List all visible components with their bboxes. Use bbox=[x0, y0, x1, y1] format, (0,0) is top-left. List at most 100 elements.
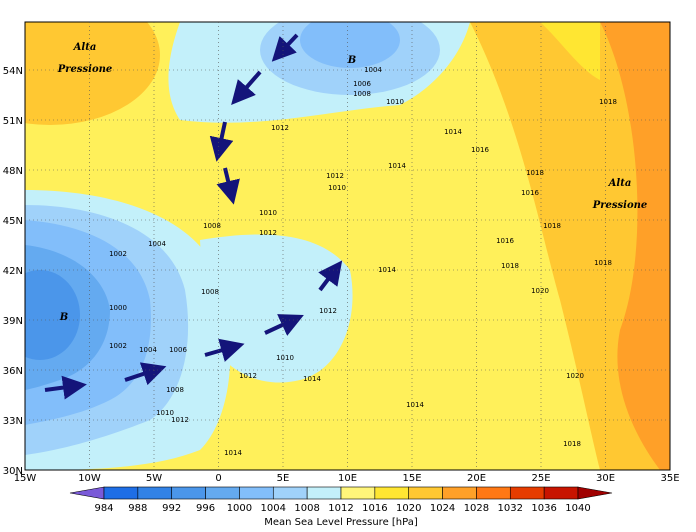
isobar-label: 1020 bbox=[566, 372, 584, 380]
lon-tick-label: 5E bbox=[277, 473, 290, 484]
isobar-label: 1012 bbox=[171, 416, 189, 424]
colorbar-label: 1012 bbox=[328, 503, 353, 514]
lat-tick-label: 48N bbox=[3, 166, 23, 177]
colorbar-end bbox=[577, 486, 613, 500]
isobar-label: 1020 bbox=[531, 287, 549, 295]
isobar-label: 1018 bbox=[594, 259, 612, 267]
colorbar-label: 988 bbox=[128, 503, 147, 514]
annotation: B bbox=[347, 55, 356, 66]
lon-tick-label: 15W bbox=[14, 473, 37, 484]
lon-tick-label: 15E bbox=[402, 473, 421, 484]
isobar-label: 1012 bbox=[259, 229, 277, 237]
colorbar-bin bbox=[509, 486, 545, 500]
isobar-label: 1008 bbox=[201, 288, 219, 296]
colorbar-label: 996 bbox=[196, 503, 215, 514]
isobar-label: 1004 bbox=[139, 346, 157, 354]
lat-tick-label: 33N bbox=[3, 416, 23, 427]
isobar-label: 1016 bbox=[521, 189, 539, 197]
lat-tick-label: 54N bbox=[3, 66, 23, 77]
isobar-label: 1016 bbox=[496, 237, 514, 245]
isobar-label: 1018 bbox=[543, 222, 561, 230]
colorbar-bin bbox=[239, 486, 274, 500]
isobar-label: 1006 bbox=[353, 80, 371, 88]
isobar-label: 1014 bbox=[303, 375, 321, 383]
annotation: Pressione bbox=[592, 200, 648, 211]
pressure-field bbox=[25, 22, 670, 470]
lat-tick-label: 45N bbox=[3, 216, 23, 227]
lon-tick-label: 30E bbox=[596, 473, 615, 484]
annotation: Alta bbox=[608, 178, 632, 189]
colorbar-bin bbox=[476, 486, 511, 500]
colorbar-end bbox=[69, 486, 105, 500]
isobar-label: 1016 bbox=[471, 146, 489, 154]
isobar-label: 1012 bbox=[319, 307, 337, 315]
colorbar-label: 1000 bbox=[227, 503, 252, 514]
lon-tick-label: 0 bbox=[215, 473, 221, 484]
isobar-label: 1014 bbox=[388, 162, 406, 170]
isobar-label: 1006 bbox=[169, 346, 187, 354]
colorbar-bin bbox=[543, 486, 579, 500]
isobar-label: 1012 bbox=[326, 172, 344, 180]
isobar-label: 1018 bbox=[501, 262, 519, 270]
colorbar-label: 1040 bbox=[565, 503, 590, 514]
colorbar-label: 1028 bbox=[464, 503, 489, 514]
isobar-label: 1014 bbox=[378, 266, 396, 274]
isobar-label: 1008 bbox=[203, 222, 221, 230]
colorbar-bin bbox=[137, 486, 173, 500]
annotation: B bbox=[59, 312, 68, 323]
lat-tick-label: 39N bbox=[3, 316, 23, 327]
colorbar-label: 1036 bbox=[531, 503, 556, 514]
colorbar-label: 1004 bbox=[261, 503, 286, 514]
isobar-label: 1018 bbox=[599, 98, 617, 106]
annotation: Alta bbox=[73, 42, 97, 53]
colorbar-label: 1032 bbox=[498, 503, 523, 514]
isobar-label: 1014 bbox=[406, 401, 424, 409]
isobar-label: 1004 bbox=[148, 240, 166, 248]
colorbar-label: 984 bbox=[94, 503, 113, 514]
isobar-label: 1000 bbox=[109, 304, 127, 312]
isobar-label: 1010 bbox=[259, 209, 277, 217]
annotation: Pressione bbox=[57, 64, 113, 75]
lat-tick-label: 42N bbox=[3, 266, 23, 277]
isobar-label: 1010 bbox=[276, 354, 294, 362]
isobar-label: 1014 bbox=[224, 449, 242, 457]
lon-tick-label: 10W bbox=[78, 473, 101, 484]
colorbar-bin bbox=[171, 486, 206, 500]
lon-tick-label: 25E bbox=[531, 473, 550, 484]
isobar-label: 1004 bbox=[364, 66, 382, 74]
colorbar-bin bbox=[340, 486, 376, 500]
colorbar-label: 1024 bbox=[430, 503, 455, 514]
isobar-label: 1012 bbox=[271, 124, 289, 132]
colorbar-label: 1020 bbox=[396, 503, 421, 514]
isobar-label: 1002 bbox=[109, 250, 127, 258]
isobar-label: 1012 bbox=[239, 372, 257, 380]
isobar-label: 1010 bbox=[328, 184, 346, 192]
colorbar-label: 1016 bbox=[362, 503, 387, 514]
isobar-label: 1018 bbox=[563, 440, 581, 448]
isobar-label: 1008 bbox=[353, 90, 371, 98]
colorbar-bin bbox=[408, 486, 443, 500]
lat-tick-label: 51N bbox=[3, 116, 23, 127]
isobar-label: 1010 bbox=[386, 98, 404, 106]
lon-tick-label: 20E bbox=[467, 473, 486, 484]
lon-tick-label: 5W bbox=[146, 473, 162, 484]
colorbar-title: Mean Sea Level Pressure [hPa] bbox=[264, 517, 418, 528]
isobar-label: 1018 bbox=[526, 169, 544, 177]
isobar-label: 1008 bbox=[166, 386, 184, 394]
colorbar-label: 1008 bbox=[294, 503, 319, 514]
isobar-label: 1010 bbox=[156, 409, 174, 417]
colorbar-label: 992 bbox=[162, 503, 181, 514]
isobar-label: 1014 bbox=[444, 128, 462, 136]
colorbar-bin bbox=[272, 486, 308, 500]
colorbar-bin bbox=[374, 486, 410, 500]
lon-tick-label: 10E bbox=[338, 473, 357, 484]
lat-tick-label: 30N bbox=[3, 466, 23, 477]
lat-tick-label: 36N bbox=[3, 366, 23, 377]
colorbar-bin bbox=[205, 486, 240, 500]
colorbar-bin bbox=[306, 486, 342, 500]
colorbar-bin bbox=[442, 486, 477, 500]
colorbar-bin bbox=[103, 486, 139, 500]
isobar-label: 1002 bbox=[109, 342, 127, 350]
lon-tick-label: 35E bbox=[660, 473, 679, 484]
